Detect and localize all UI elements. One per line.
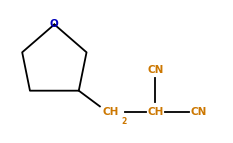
Text: CN: CN <box>147 65 164 75</box>
Text: CN: CN <box>190 107 207 117</box>
Text: 2: 2 <box>122 117 127 126</box>
Text: CH: CH <box>147 107 164 117</box>
Text: CH: CH <box>103 107 119 117</box>
Text: O: O <box>50 19 59 29</box>
